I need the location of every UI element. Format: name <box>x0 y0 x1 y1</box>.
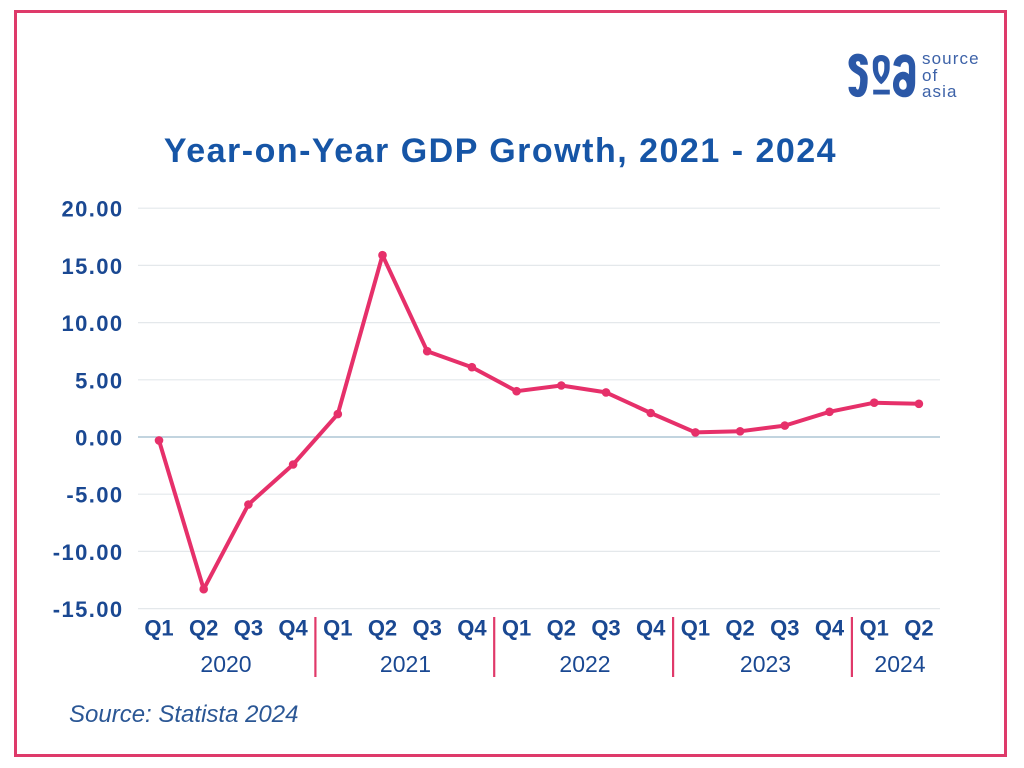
svg-text:2020: 2020 <box>200 651 251 677</box>
svg-text:Q2: Q2 <box>368 616 397 641</box>
svg-text:2024: 2024 <box>874 651 925 677</box>
svg-text:10.00: 10.00 <box>61 311 123 336</box>
svg-text:Q3: Q3 <box>770 616 799 641</box>
svg-text:Q2: Q2 <box>547 616 576 641</box>
svg-text:-15.00: -15.00 <box>53 597 124 622</box>
svg-text:5.00: 5.00 <box>75 368 123 393</box>
svg-text:Q1: Q1 <box>860 616 889 641</box>
svg-text:Q4: Q4 <box>815 616 845 641</box>
svg-text:Q1: Q1 <box>502 616 531 641</box>
svg-text:Q3: Q3 <box>413 616 442 641</box>
svg-text:20.00: 20.00 <box>61 197 123 222</box>
svg-text:2022: 2022 <box>559 651 610 677</box>
svg-text:-10.00: -10.00 <box>53 540 124 565</box>
svg-text:Q1: Q1 <box>681 616 710 641</box>
svg-text:Q3: Q3 <box>591 616 620 641</box>
svg-text:Q1: Q1 <box>323 616 352 641</box>
svg-text:Q3: Q3 <box>234 616 263 641</box>
svg-text:2021: 2021 <box>380 651 431 677</box>
svg-text:Q1: Q1 <box>144 616 173 641</box>
svg-text:Q2: Q2 <box>904 616 933 641</box>
svg-text:-5.00: -5.00 <box>66 483 123 508</box>
svg-text:2023: 2023 <box>740 651 791 677</box>
svg-text:Q2: Q2 <box>725 616 754 641</box>
svg-text:Q2: Q2 <box>189 616 218 641</box>
svg-text:Q4: Q4 <box>457 616 487 641</box>
svg-text:Q4: Q4 <box>636 616 666 641</box>
svg-text:Q4: Q4 <box>278 616 308 641</box>
svg-text:0.00: 0.00 <box>75 426 123 451</box>
svg-text:15.00: 15.00 <box>61 254 123 279</box>
